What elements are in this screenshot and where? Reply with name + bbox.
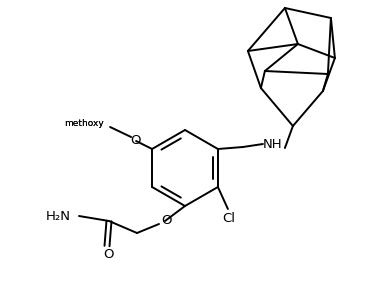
Text: H₂N: H₂N	[46, 209, 71, 223]
Text: O: O	[104, 247, 114, 261]
Text: O: O	[161, 213, 171, 226]
Text: Cl: Cl	[222, 212, 235, 226]
Text: O: O	[130, 133, 140, 147]
Text: methoxy: methoxy	[64, 119, 104, 129]
Text: methoxy: methoxy	[64, 119, 104, 129]
Text: NH: NH	[263, 137, 283, 150]
